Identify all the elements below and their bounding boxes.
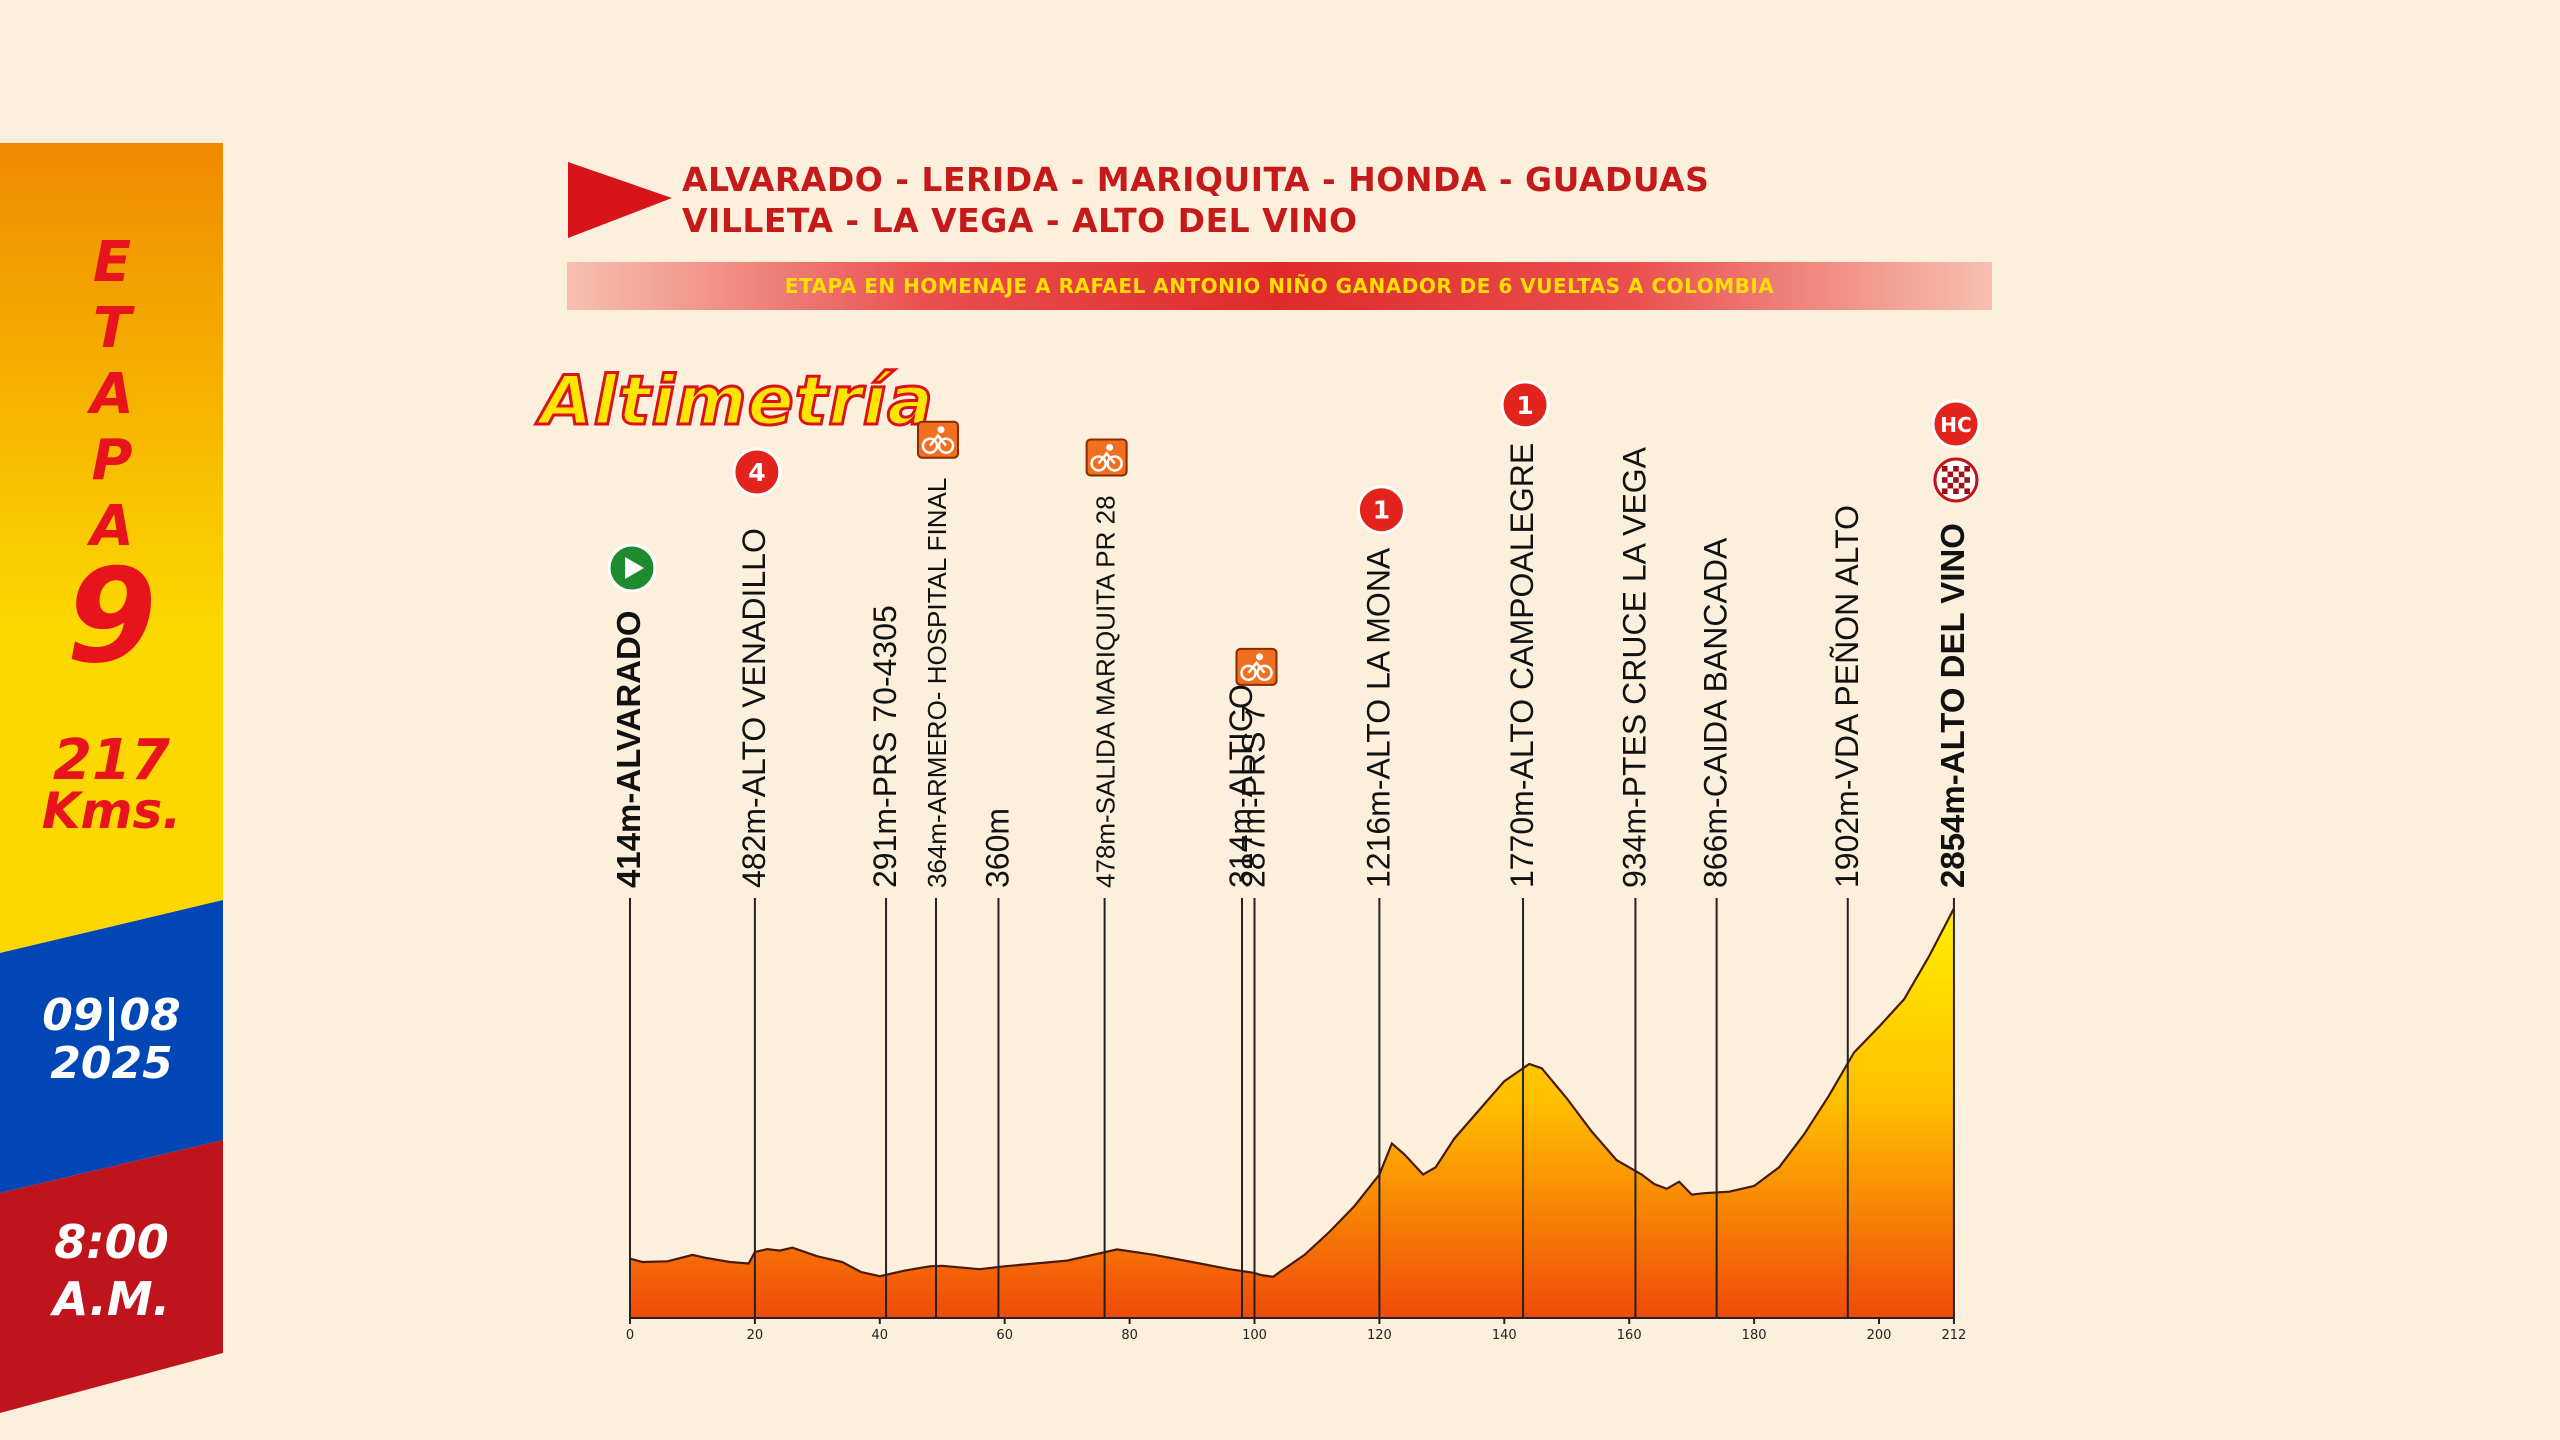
x-tick-label: 20 — [747, 1328, 764, 1343]
x-tick-label: 80 — [1121, 1328, 1138, 1343]
category-4-icon: 4 — [732, 447, 782, 497]
category-1-icon: 1 — [1500, 380, 1550, 430]
stage-date-year: 2025 — [50, 1038, 173, 1089]
stage-number: 9 — [66, 540, 157, 692]
waypoint-label: 287m-PRS 7 — [1236, 705, 1272, 888]
elevation-line — [629, 907, 1955, 1278]
x-tick-label: 180 — [1742, 1328, 1767, 1343]
waypoint-label: 1902m-VDA PEÑON ALTO — [1829, 505, 1865, 888]
waypoint-label: 1216m-ALTO LA MONA — [1360, 547, 1396, 888]
stage-start-time-meridiem: A.M. — [52, 1272, 171, 1326]
start-icon — [607, 543, 657, 593]
sprint-icon — [917, 420, 960, 459]
homage-text: ETAPA EN HOMENAJE A RAFAEL ANTONIO NIÑO … — [784, 274, 1775, 298]
category-badge-text: 1 — [1516, 391, 1533, 420]
waypoint-label: 866m-CAIDA BANCADA — [1698, 537, 1734, 888]
elevation-area — [630, 908, 1954, 1318]
sidebar-background — [0, 143, 223, 1413]
stage-sidebar — [0, 143, 223, 1413]
x-tick-label: 40 — [872, 1328, 889, 1343]
waypoint-label: 291m-PRS 70-4305 — [867, 605, 903, 888]
sprint-icon — [1235, 647, 1278, 686]
stage-start-time: 8:00 — [54, 1215, 169, 1269]
x-tick-label: 0 — [626, 1328, 634, 1343]
waypoint-label: 314m-ALTICO — [1223, 684, 1259, 888]
category-badge-text: 1 — [1373, 496, 1390, 525]
x-tick-label: 212 — [1942, 1328, 1967, 1343]
waypoint-label: 934m-PTES CRUCE LA VEGA — [1616, 446, 1652, 888]
route-line-1: ALVARADO - LERIDA - MARIQUITA - HONDA - … — [682, 160, 1710, 199]
sprint-icon — [1085, 438, 1128, 477]
stage-date-day-month: 09|08 — [42, 990, 181, 1041]
homage-banner: ETAPA EN HOMENAJE A RAFAEL ANTONIO NIÑO … — [567, 262, 1992, 310]
category-hc-icon: HC — [1931, 399, 1981, 449]
x-tick-label: 140 — [1492, 1328, 1517, 1343]
x-tick-label: 160 — [1617, 1328, 1642, 1343]
route-flag-icon — [568, 162, 672, 238]
waypoint-label: 1770m-ALTO CAMPOALEGRE — [1504, 443, 1540, 888]
stage-distance-unit: Kms. — [41, 782, 182, 840]
stage-distance-value: 217 — [53, 728, 170, 793]
category-1-icon: 1 — [1356, 485, 1406, 535]
waypoint-label: 2854m-ALTO DEL VINO — [1934, 523, 1971, 888]
waypoint-label: 482m-ALTO VENADILLO — [736, 528, 772, 888]
waypoint-label: 478m-SALIDA MARIQUITA PR 28 — [1091, 495, 1121, 888]
waypoint-label: 360m — [979, 808, 1015, 888]
category-badge-text: 4 — [748, 458, 765, 487]
finish-icon — [1933, 457, 1979, 503]
waypoint-label: 414m-ALVARADO — [610, 611, 647, 889]
route-line-2: VILLETA - LA VEGA - ALTO DEL VINO — [682, 201, 1358, 240]
waypoint-label: 364m-ARMERO- HOSPITAL FINAL — [922, 478, 952, 888]
x-tick-label: 120 — [1367, 1328, 1392, 1343]
x-tick-label: 100 — [1242, 1328, 1267, 1343]
chart-title: Altimetría — [539, 361, 935, 443]
x-tick-label: 60 — [996, 1328, 1013, 1343]
stage-label: ETAPA — [90, 230, 134, 559]
x-tick-label: 200 — [1867, 1328, 1892, 1343]
category-badge-text: HC — [1940, 413, 1971, 437]
